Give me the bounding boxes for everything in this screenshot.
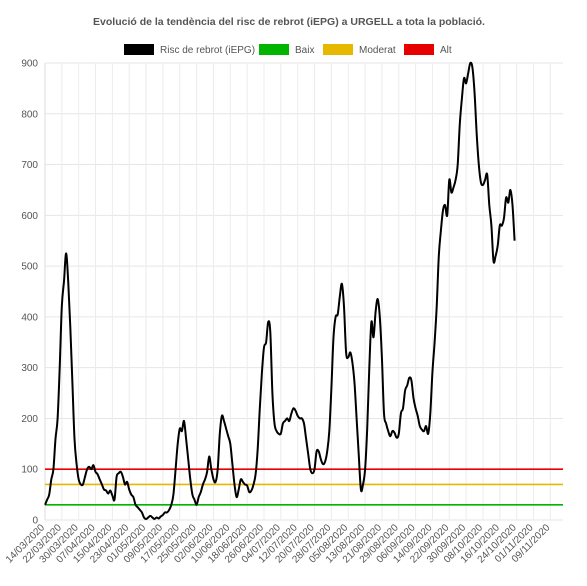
y-tick-label: 800 xyxy=(21,109,38,120)
legend-label: Risc de rebrot (iEPG) xyxy=(160,45,255,56)
x-axis: 14/03/202022/03/202030/03/202007/04/2020… xyxy=(4,522,553,565)
y-axis: 0 100 200 300 400 500 600 700 800 900 xyxy=(21,59,38,527)
y-tick-label: 700 xyxy=(21,160,38,171)
chart-title: Evolució de la tendència del risc de reb… xyxy=(93,16,485,28)
grid xyxy=(44,62,563,521)
y-tick-label: 500 xyxy=(21,262,38,273)
legend-swatch xyxy=(404,44,434,55)
y-tick-label: 400 xyxy=(21,312,38,323)
legend-swatch xyxy=(259,44,289,55)
series-line-risc-de-rebrot xyxy=(44,61,516,520)
y-tick-label: 600 xyxy=(21,211,38,222)
plot-area xyxy=(44,61,563,520)
y-tick-label: 300 xyxy=(21,363,38,374)
legend-swatch xyxy=(124,44,154,55)
legend-swatch xyxy=(323,44,353,55)
y-tick-label: 200 xyxy=(21,414,38,425)
legend-label: Alt xyxy=(440,45,452,56)
y-tick-label: 900 xyxy=(21,59,38,70)
legend-label: Moderat xyxy=(359,45,396,56)
y-tick-label: 100 xyxy=(21,465,38,476)
legend-label: Baix xyxy=(295,45,314,56)
y-tick-label: 0 xyxy=(32,516,38,527)
legend: Risc de rebrot (iEPG) Baix Moderat Alt xyxy=(124,44,452,56)
